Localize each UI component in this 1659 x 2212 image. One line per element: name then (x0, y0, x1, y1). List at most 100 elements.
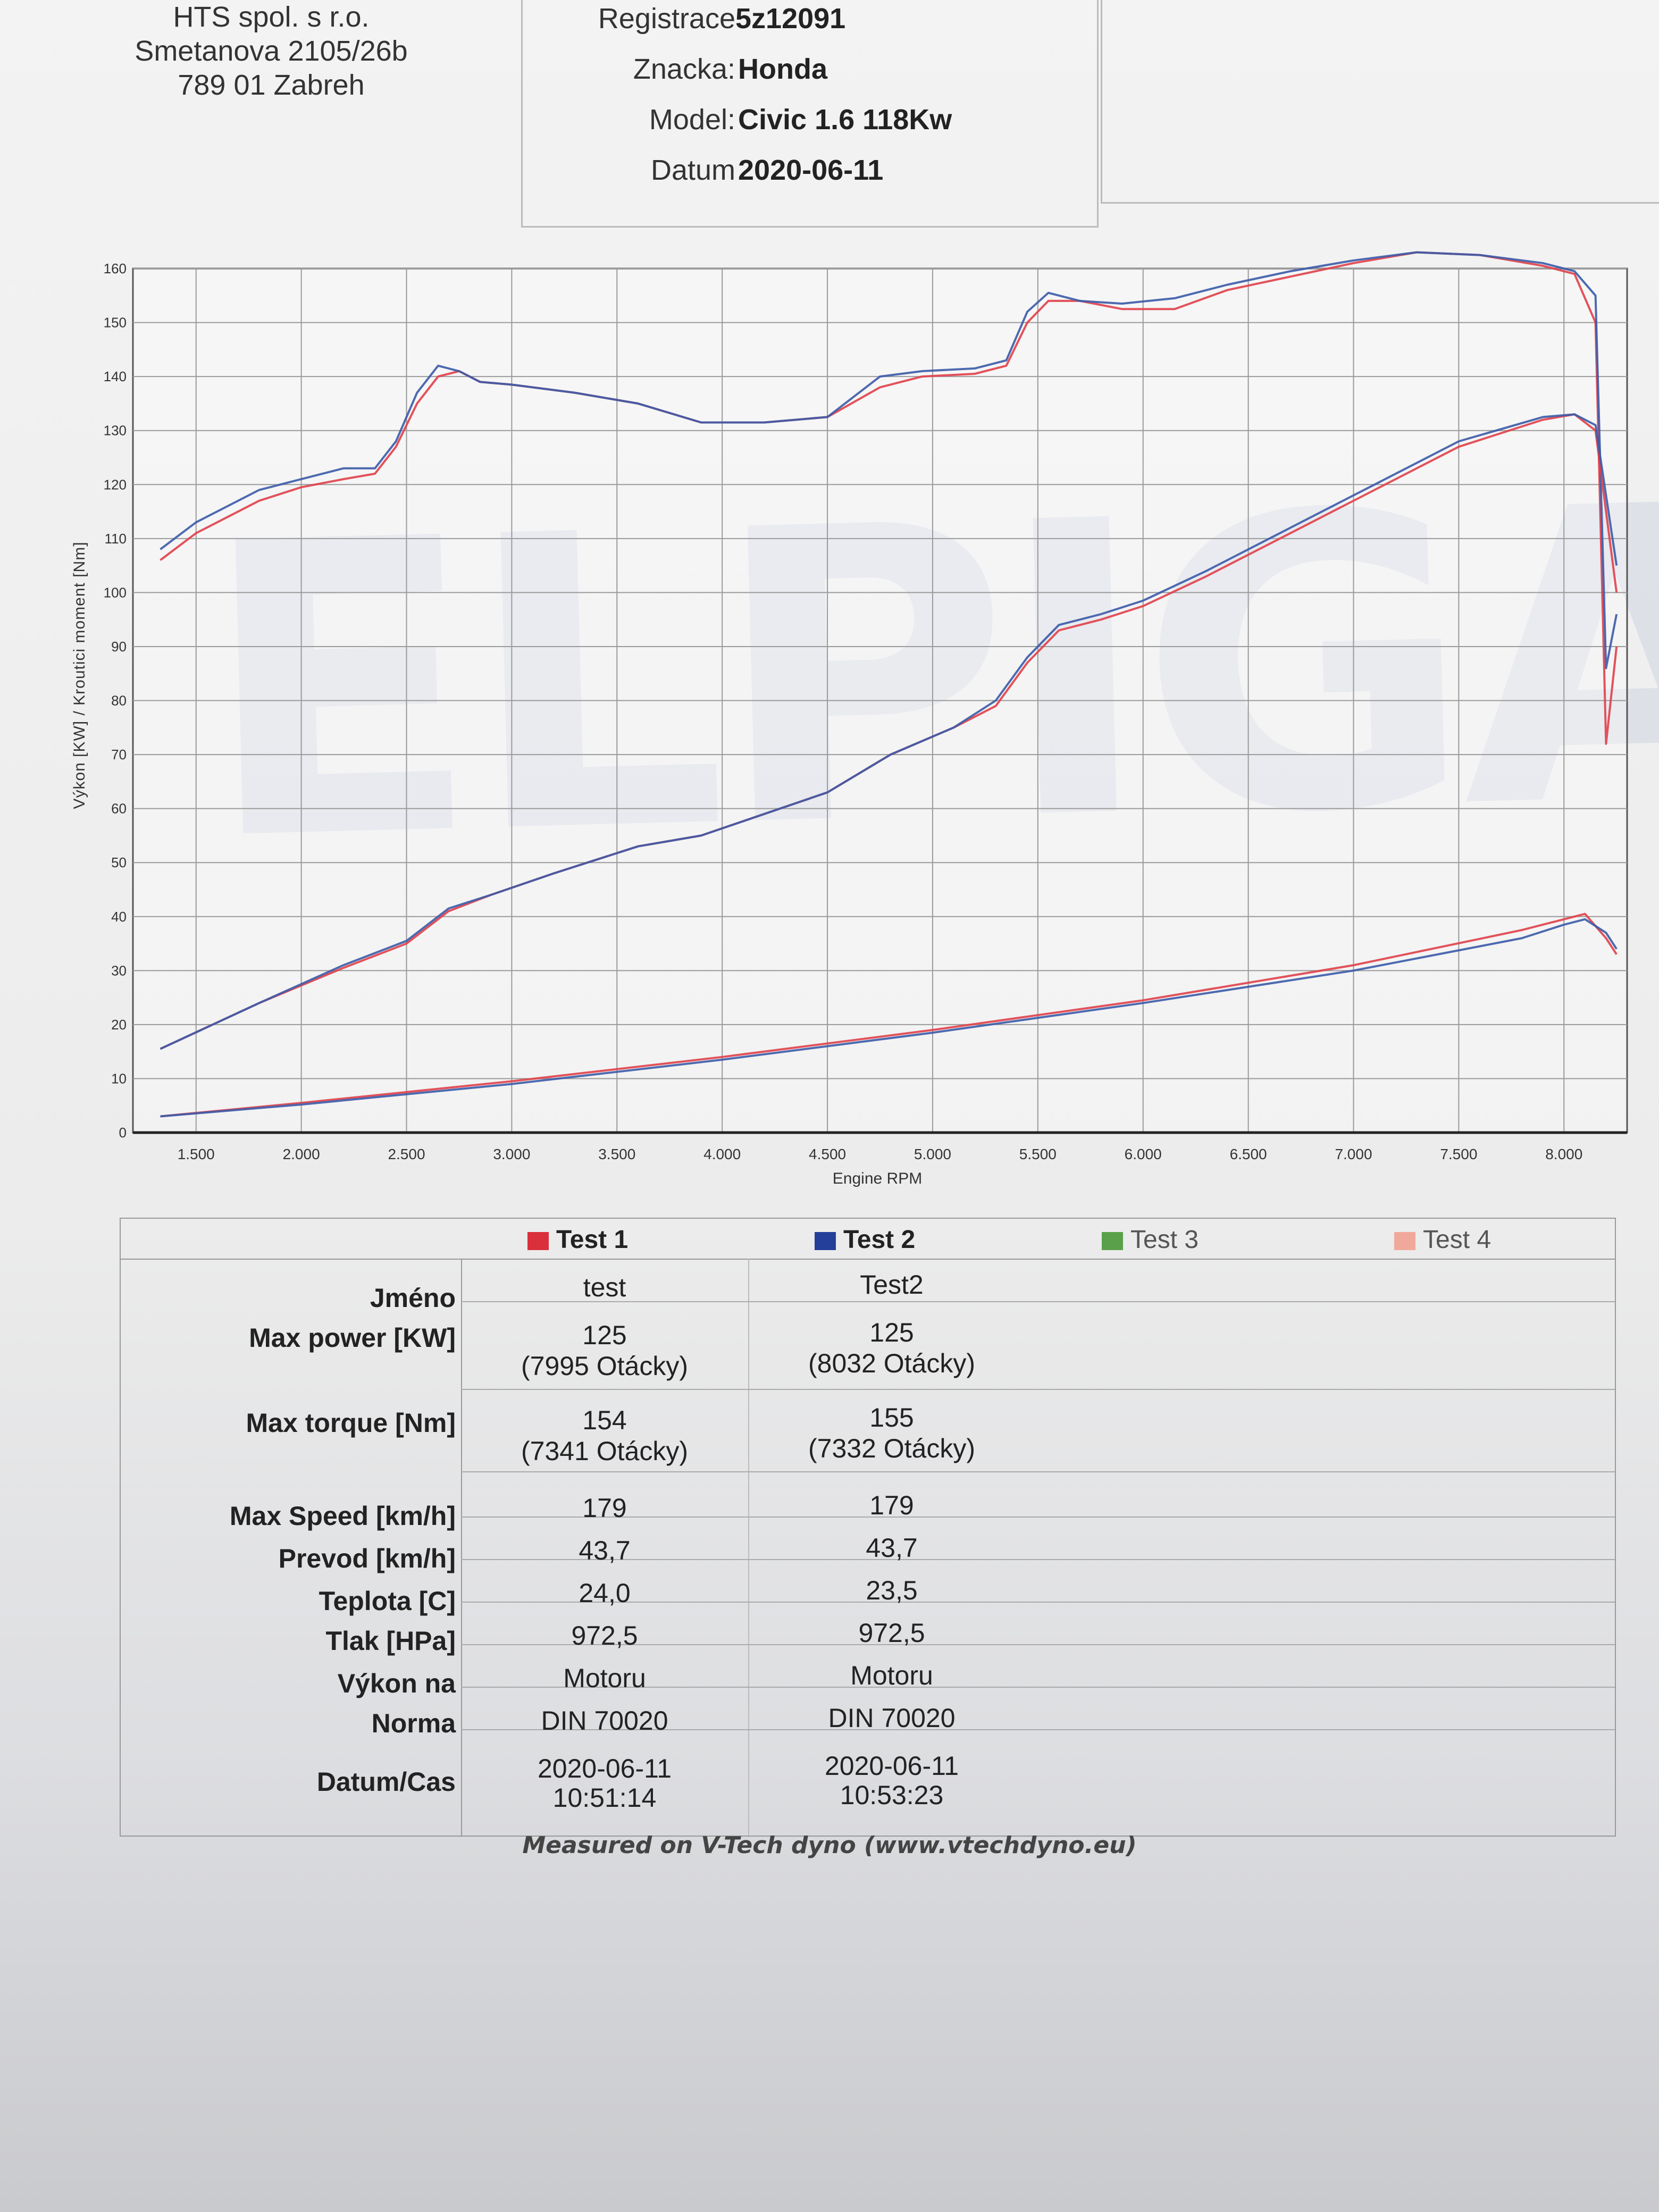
vehicle-info-box-right (1101, 0, 1659, 204)
company-city: 789 01 Zabreh (178, 69, 365, 101)
y-tick-label: 50 (111, 854, 127, 870)
table-divider-2 (748, 1259, 749, 1836)
registrace-label: Registrace (598, 3, 735, 35)
y-tick-label: 20 (111, 1017, 127, 1033)
model-value: Civic 1.6 118Kw (738, 104, 952, 136)
x-tick-label: 2.000 (283, 1146, 320, 1162)
dyno-chart: 0 10 20 30 40 50 60 70 80 90 100 110 120 130 140 150 160… (71, 251, 1628, 1187)
y-tick-label: 30 (111, 962, 127, 978)
x-tick-label: 6.000 (1125, 1146, 1162, 1162)
test1-max-torque: 154 (582, 1405, 627, 1435)
test2-tlak: 972,5 (858, 1618, 925, 1648)
table-divider-1 (461, 1259, 462, 1836)
test2-max-speed: 179 (869, 1490, 914, 1520)
test1-prevod: 43,7 (579, 1536, 631, 1565)
label-max-torque: Max torque [Nm] (246, 1408, 456, 1438)
x-tick-label: 3.000 (493, 1146, 530, 1162)
company-address: HTS spol. s r.o. Smetanova 2105/26b 789 … (90, 0, 452, 102)
test2-norma: DIN 70020 (828, 1703, 956, 1733)
model-label: Model: (649, 104, 735, 136)
label-max-speed: Max Speed [km/h] (229, 1501, 456, 1531)
legend-test4-label: Test 4 (1423, 1226, 1492, 1254)
dyno-chart-svg: 0 10 20 30 40 50 60 70 80 90 100 110 120 130 140 150 160… (104, 251, 1628, 1162)
datum-label: Datum (650, 154, 735, 186)
measured-on-footer: Measured on V-Tech dyno (www.vtechdyno.e… (522, 1832, 1137, 1859)
test1-jmeno: test (583, 1272, 626, 1302)
legend-test3-label: Test 3 (1130, 1226, 1199, 1254)
test4-swatch (1394, 1232, 1415, 1250)
row-rule (461, 1471, 1615, 1472)
legend-test2-label: Test 2 (843, 1226, 916, 1254)
registrace-value: 5z12091 (735, 3, 846, 35)
test2-jmeno: Test2 (860, 1270, 924, 1300)
label-jmeno: Jméno (370, 1283, 456, 1313)
test1-swatch (527, 1232, 549, 1250)
test1-teplota: 24,0 (579, 1578, 631, 1608)
test2-max-power: 125 (869, 1318, 914, 1347)
test-legend: Test 1 Test 2 Test 3 Test 4 (121, 1219, 1615, 1260)
label-max-power: Max power [KW] (249, 1323, 456, 1353)
x-tick-label: 7.000 (1335, 1146, 1372, 1162)
series-line-wheel-loss-test-2 (160, 918, 1618, 1118)
x-tick-label: 4.000 (703, 1146, 741, 1162)
y-tick-label: 160 (104, 261, 127, 276)
y-tick-label: 90 (111, 639, 127, 655)
test1-max-power: 125 (582, 1320, 627, 1350)
x-tick-label: 5.500 (1019, 1146, 1057, 1162)
test2-max-torque-rpm: (7332 Otácky) (808, 1434, 975, 1463)
legend-test1-label: Test 1 (556, 1226, 629, 1254)
test2-max-torque: 155 (869, 1403, 914, 1432)
test1-datum: 2020-06-11 (537, 1754, 672, 1783)
test1-tlak: 972,5 (571, 1621, 638, 1650)
label-tlak: Tlak [HPa] (325, 1626, 456, 1656)
label-vykon-na: Výkon na (337, 1669, 456, 1698)
test1-max-power-rpm: (7995 Otácky) (521, 1351, 688, 1381)
test2-max-power-rpm: (8032 Otácky) (808, 1348, 975, 1378)
test1-vykon-na: Motoru (563, 1663, 646, 1693)
row-rule (461, 1516, 1615, 1518)
y-tick-label: 140 (104, 368, 127, 384)
label-prevod: Prevod [km/h] (278, 1544, 456, 1573)
test1-norma: DIN 70020 (541, 1706, 668, 1736)
test1-max-speed: 179 (582, 1493, 627, 1523)
legend-test3: Test 3 (1102, 1225, 1199, 1254)
y-tick-label: 110 (105, 531, 127, 547)
datum-value: 2020-06-11 (738, 154, 884, 186)
y-tick-label: 0 (119, 1125, 127, 1141)
x-tick-label: 6.500 (1230, 1146, 1267, 1162)
x-tick-label: 5.000 (914, 1146, 951, 1162)
test2-datum: 2020-06-11 (824, 1751, 959, 1781)
series-line-wheel-loss-test-1 (160, 912, 1618, 1118)
legend-test2: Test 2 (815, 1225, 915, 1254)
test2-cas: 10:53:23 (840, 1780, 944, 1810)
x-tick-label: 1.500 (178, 1146, 215, 1162)
series-line-torque-test-2 (160, 251, 1618, 669)
label-teplota: Teplota [C] (319, 1586, 456, 1616)
y-tick-label: 80 (111, 693, 127, 709)
legend-test1: Test 1 (527, 1225, 628, 1254)
test1-max-torque-rpm: (7341 Otácky) (521, 1436, 688, 1466)
test3-swatch (1102, 1232, 1123, 1250)
legend-test4: Test 4 (1394, 1225, 1491, 1254)
x-tick-label: 8.000 (1545, 1146, 1582, 1162)
row-rule (461, 1602, 1615, 1603)
y-tick-label: 70 (111, 747, 127, 763)
test1-cas: 10:51:14 (552, 1783, 657, 1813)
x-axis-label: Engine RPM (832, 1170, 923, 1187)
label-norma: Norma (371, 1708, 456, 1738)
label-datum-cas: Datum/Cas (316, 1767, 456, 1797)
y-tick-label: 60 (111, 801, 127, 817)
x-tick-label: 7.500 (1440, 1146, 1477, 1162)
test2-prevod: 43,7 (866, 1533, 918, 1563)
y-tick-label: 10 (111, 1070, 127, 1086)
y-tick-label: 150 (104, 315, 127, 331)
series-line-power-test-2 (160, 413, 1618, 1050)
x-tick-label: 3.500 (598, 1146, 635, 1162)
x-tick-label: 2.500 (388, 1146, 425, 1162)
row-rule (461, 1301, 1615, 1302)
y-tick-label: 40 (111, 909, 127, 925)
row-rule (461, 1729, 1615, 1730)
znacka-label: Znacka: (633, 53, 735, 85)
y-tick-label: 130 (104, 423, 127, 439)
